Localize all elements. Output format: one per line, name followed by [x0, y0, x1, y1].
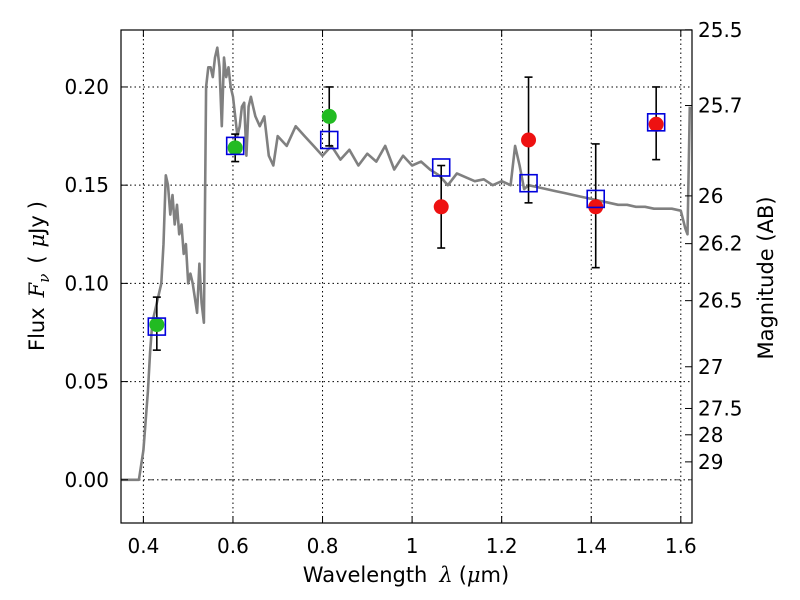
y2-tick-label: 28 [698, 423, 723, 447]
y2-tick-label: 25.7 [698, 94, 743, 118]
model-spectrum [121, 46, 692, 482]
y2-tick-label: 26.2 [698, 232, 743, 256]
grid-lines [121, 30, 692, 523]
model-flux-square [431, 158, 451, 177]
y2-tick-label: 25.5 [698, 18, 743, 42]
model-flux-square [225, 136, 245, 156]
y2-tick-label: 26 [698, 184, 723, 208]
magnitude-tick-labels: 25.5 25.7 26 26.2 26.5 27 27.5 28 29 [698, 18, 743, 474]
x-axis-title: Wavelength λ (μm) [303, 563, 509, 587]
y2-tick-label: 29 [698, 450, 723, 474]
y2-tick-label: 26.5 [698, 289, 743, 313]
model-flux-square [586, 189, 606, 209]
model-flux-square [147, 317, 167, 336]
y-tick-label: 0.15 [64, 173, 109, 197]
photometry-point [321, 108, 337, 124]
x-tick-label: 0.8 [307, 534, 339, 558]
x-tick-labels: 0.4 0.6 0.8 1 1.2 1.4 1.6 [127, 534, 696, 558]
plot-frame [120, 29, 693, 524]
y-tick-label: 0.00 [64, 468, 109, 492]
data-markers [147, 108, 666, 336]
model-flux-square [646, 113, 666, 132]
model-flux-square [519, 173, 538, 193]
y-tick-label: 0.10 [64, 271, 109, 295]
x-tick-label: 0.6 [217, 534, 249, 558]
x-tick-label: 1.4 [575, 534, 607, 558]
photometry-point [521, 132, 537, 148]
error-bars [152, 76, 661, 351]
x-tick-label: 1.2 [486, 534, 518, 558]
y2-axis-title: Magnitude (AB) [754, 196, 778, 359]
y2-tick-label: 27 [698, 355, 723, 379]
y-tick-label: 0.05 [64, 370, 109, 394]
x-tick-label: 1.6 [665, 534, 697, 558]
photometry-point [648, 116, 664, 132]
y-tick-labels: 0.00 0.05 0.10 0.15 0.20 [64, 75, 109, 492]
axis-ticks [121, 29, 692, 523]
photometry-point [227, 140, 243, 156]
y2-tick-label: 27.5 [698, 396, 743, 420]
x-tick-label: 1 [406, 534, 419, 558]
y-axis-title: FluxFν(μJy) [25, 201, 53, 351]
photometry-point [149, 317, 165, 333]
x-tick-label: 0.4 [127, 534, 159, 558]
spectrum-line [121, 46, 692, 482]
y-tick-label: 0.20 [64, 75, 109, 99]
model-flux-square [319, 130, 339, 150]
photometry-point [433, 199, 449, 215]
